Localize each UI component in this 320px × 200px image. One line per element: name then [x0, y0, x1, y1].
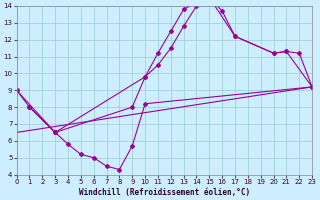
X-axis label: Windchill (Refroidissement éolien,°C): Windchill (Refroidissement éolien,°C)	[79, 188, 250, 197]
